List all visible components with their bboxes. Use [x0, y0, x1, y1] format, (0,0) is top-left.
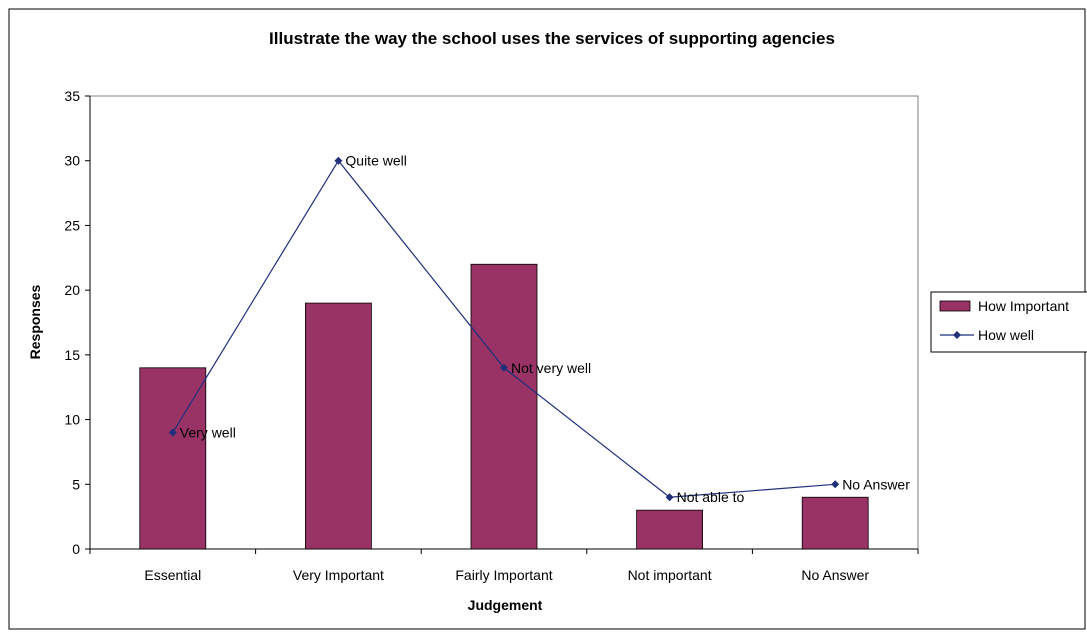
y-tick-label: 35	[64, 88, 80, 104]
bar-fairly-important	[470, 263, 538, 550]
bar-not-important	[636, 509, 703, 550]
bar-essential	[139, 367, 207, 550]
data-label-no-answer: No Answer	[842, 476, 910, 492]
bar-very-important	[304, 302, 372, 550]
y-tick-label: 15	[64, 347, 80, 363]
y-tick-label: 20	[64, 282, 80, 298]
y-tick-label: 30	[64, 153, 80, 169]
legend-marker-how-well	[953, 331, 961, 339]
bar-no-answer	[801, 496, 869, 550]
y-axis: 0 5 10 15 20 25 30 35	[64, 88, 91, 557]
data-label-very-well: Very well	[180, 425, 236, 441]
point-very-important	[334, 156, 343, 165]
bar-series	[139, 263, 869, 550]
x-tick-label: Essential	[144, 567, 201, 583]
y-tick-label: 10	[64, 412, 80, 428]
y-tick-label: 25	[64, 217, 80, 233]
x-tick-label: Very Important	[293, 567, 384, 583]
data-label-quite-well: Quite well	[345, 153, 406, 169]
point-essential	[168, 428, 177, 437]
legend-label-how-well: How well	[978, 327, 1034, 343]
point-fairly-important	[500, 363, 508, 372]
legend-label-how-important: How Important	[978, 298, 1069, 314]
chart-title: Illustrate the way the school uses the s…	[269, 29, 835, 48]
y-tick-label: 0	[72, 541, 80, 557]
line-series: Very well Quite well Not very well Not able…	[168, 153, 910, 505]
x-tick-label: Not important	[628, 567, 712, 583]
point-no-answer	[831, 480, 840, 489]
y-axis-title: Responses	[27, 284, 43, 359]
y-tick-label: 5	[72, 476, 80, 492]
x-tick-label: Fairly Important	[455, 567, 552, 583]
point-not-important	[665, 493, 674, 502]
x-axis-title: Judgement	[468, 597, 543, 613]
legend: How Important How well	[930, 291, 1087, 353]
data-label-not-able-to: Not able to	[677, 489, 745, 505]
x-tick-label: No Answer	[801, 567, 869, 583]
data-label-not-very-well: Not very well	[511, 360, 591, 376]
legend-swatch-how-important	[939, 300, 971, 312]
